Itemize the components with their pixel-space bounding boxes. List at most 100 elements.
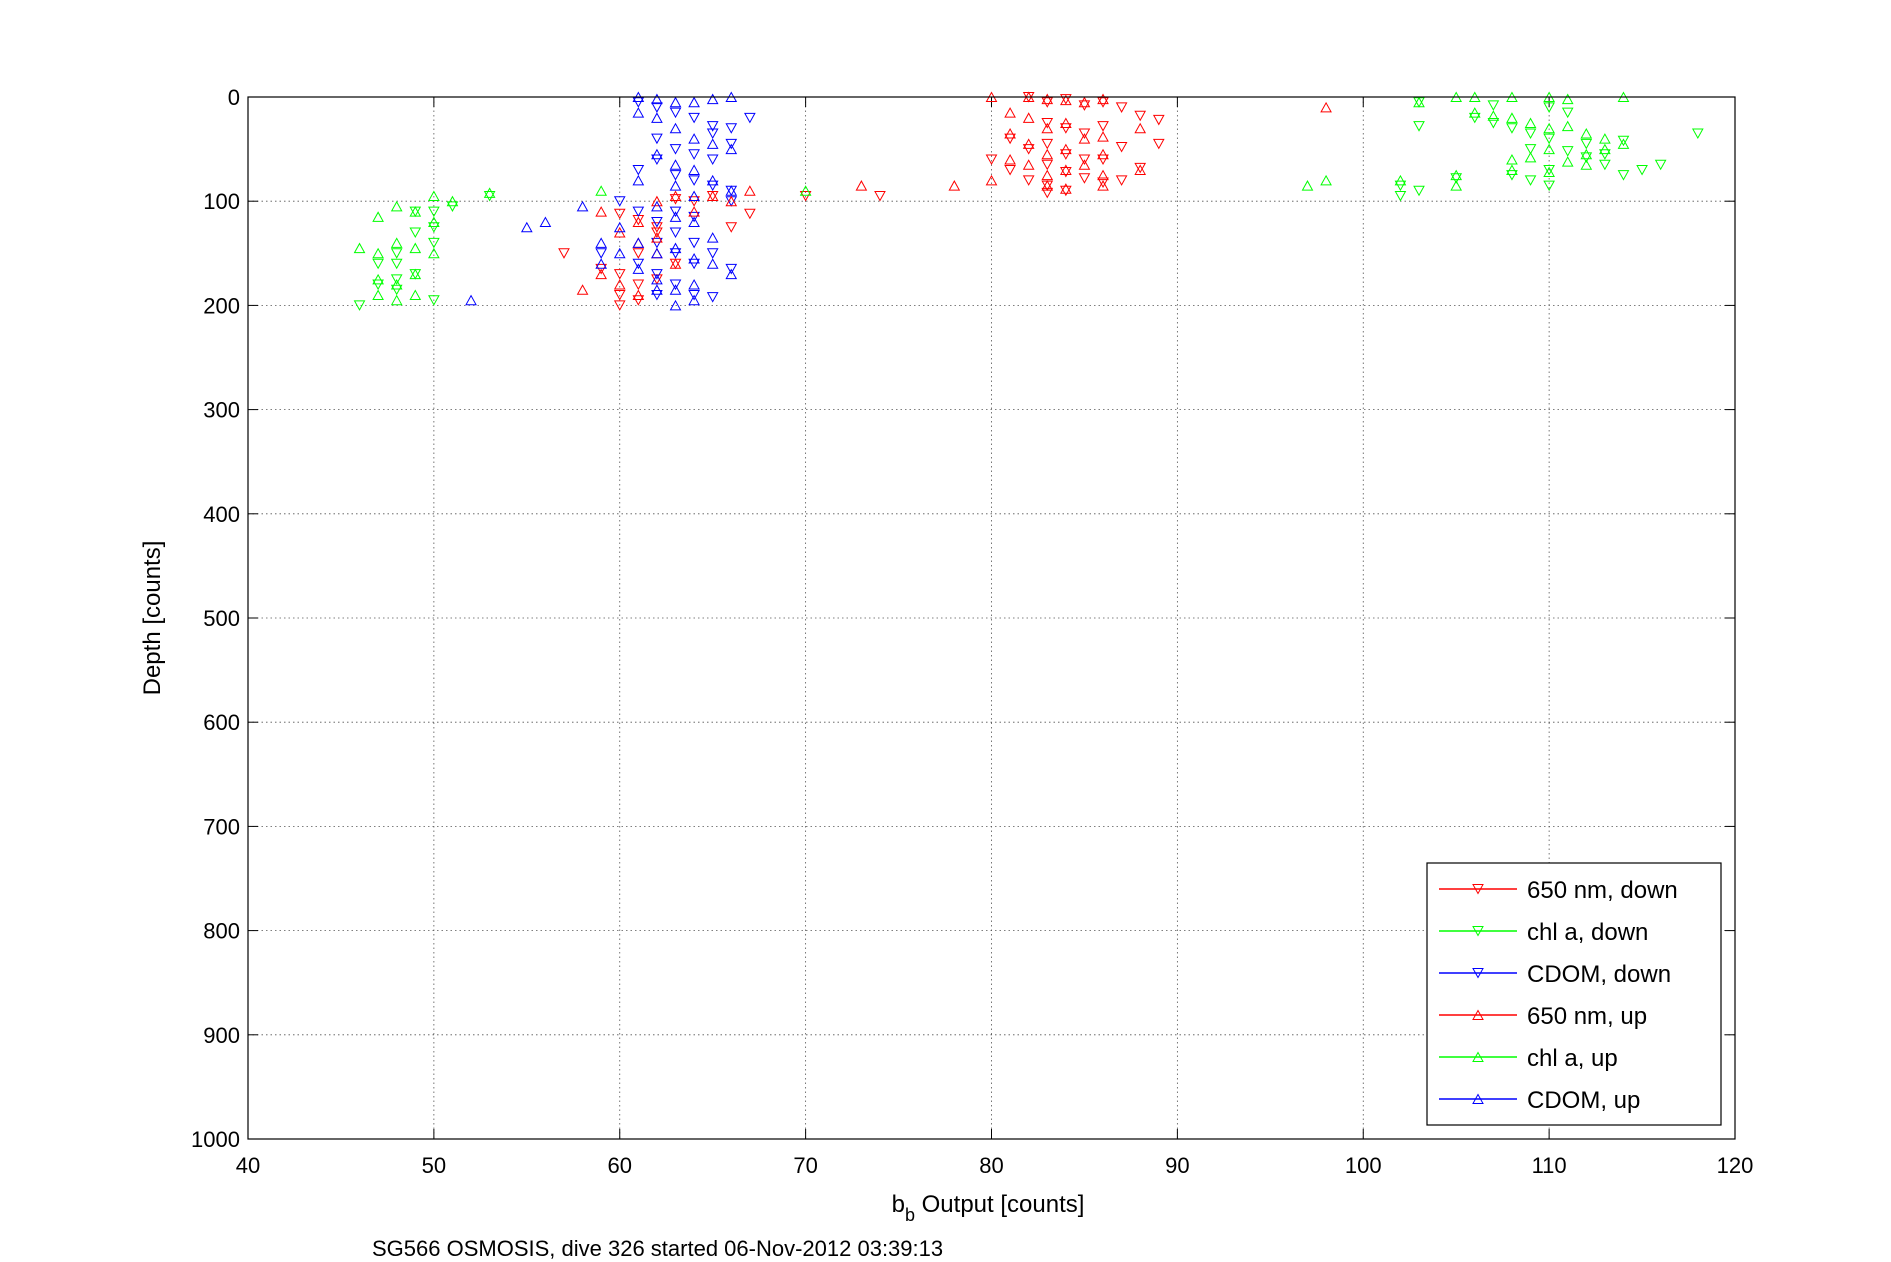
data-point	[428, 295, 440, 306]
data-point	[1543, 102, 1555, 113]
data-point	[483, 187, 496, 198]
data-points	[353, 91, 1704, 311]
data-point	[744, 208, 756, 220]
data-point	[390, 248, 403, 259]
data-point	[1004, 164, 1016, 176]
data-point	[1134, 162, 1147, 174]
data-point	[1561, 146, 1574, 157]
data-point	[669, 227, 682, 238]
dive-caption: SG566 OSMOSIS, dive 326 started 06-Nov-2…	[372, 1236, 943, 1261]
data-point	[1524, 128, 1537, 139]
data-point	[1060, 167, 1072, 178]
data-point	[1078, 154, 1091, 166]
data-point	[688, 175, 700, 186]
data-point	[1152, 138, 1165, 150]
data-point	[539, 216, 552, 228]
data-point	[1450, 169, 1463, 181]
data-point	[558, 248, 570, 259]
data-point	[446, 195, 459, 207]
data-point	[595, 248, 608, 259]
data-point	[1078, 173, 1091, 184]
data-point	[1060, 164, 1072, 175]
data-point	[1097, 177, 1109, 188]
data-point	[1060, 94, 1072, 105]
data-point	[688, 237, 700, 249]
data-point	[706, 121, 719, 132]
data-point	[1022, 175, 1035, 186]
data-point	[613, 208, 626, 220]
data-point	[725, 263, 738, 275]
data-point	[428, 222, 440, 233]
data-point	[1097, 180, 1109, 191]
legend-swatch-marker	[1472, 884, 1484, 895]
data-point	[613, 300, 626, 311]
data-point	[669, 122, 682, 134]
data-point	[651, 289, 663, 301]
y-tick-label: 400	[203, 502, 240, 527]
data-point	[1506, 153, 1518, 165]
data-point	[1041, 138, 1054, 150]
data-point	[632, 216, 645, 228]
data-point	[1097, 169, 1109, 181]
data-point	[688, 96, 700, 108]
legend-swatch-marker	[1472, 926, 1484, 937]
data-point	[390, 237, 403, 248]
y-tick-label: 800	[203, 919, 240, 944]
data-point	[1543, 143, 1555, 155]
data-point	[669, 284, 682, 295]
data-point	[688, 190, 700, 201]
data-point	[1617, 138, 1630, 149]
data-point	[669, 107, 682, 119]
y-tick-label: 600	[203, 710, 240, 735]
data-point	[595, 263, 608, 275]
y-tick-label: 300	[203, 398, 240, 423]
x-tick-label: 100	[1345, 1153, 1382, 1178]
data-point	[706, 232, 719, 243]
data-point	[1097, 148, 1109, 160]
data-point	[595, 237, 608, 248]
data-point	[688, 149, 700, 160]
data-point	[1580, 152, 1593, 163]
data-point	[1506, 123, 1518, 134]
data-point	[428, 190, 440, 201]
data-point	[1599, 159, 1611, 171]
data-point	[725, 222, 738, 233]
data-point	[948, 180, 961, 191]
data-point	[1041, 118, 1054, 129]
data-point	[409, 242, 422, 254]
data-point	[725, 123, 738, 134]
data-point	[688, 252, 700, 264]
data-point	[428, 237, 440, 249]
data-point	[613, 247, 626, 259]
y-tick-label: 500	[203, 606, 240, 631]
data-point	[632, 97, 645, 108]
data-point	[688, 289, 700, 301]
data-point	[1022, 144, 1035, 155]
data-point	[1487, 118, 1500, 129]
data-point	[1413, 121, 1425, 132]
data-point	[706, 128, 719, 139]
data-point	[576, 200, 589, 212]
data-point	[725, 138, 738, 150]
data-point	[409, 268, 422, 280]
x-tick-label: 90	[1165, 1153, 1189, 1178]
data-point	[1413, 96, 1425, 108]
data-point	[985, 174, 998, 186]
data-point	[1134, 122, 1147, 134]
data-point	[1599, 133, 1611, 144]
data-point	[390, 284, 403, 296]
data-point	[595, 268, 608, 280]
data-point	[1097, 154, 1109, 166]
data-point	[409, 289, 422, 300]
data-point	[1041, 93, 1054, 105]
data-point	[651, 217, 663, 228]
data-point	[1543, 122, 1555, 134]
data-point	[446, 201, 459, 212]
legend-label: chl a, up	[1527, 1045, 1618, 1072]
data-point	[1524, 175, 1537, 186]
x-axis-label-b: b	[892, 1191, 905, 1218]
grid	[248, 97, 1735, 1139]
data-point	[1301, 180, 1314, 191]
data-point	[688, 112, 700, 124]
data-point	[1022, 112, 1035, 123]
